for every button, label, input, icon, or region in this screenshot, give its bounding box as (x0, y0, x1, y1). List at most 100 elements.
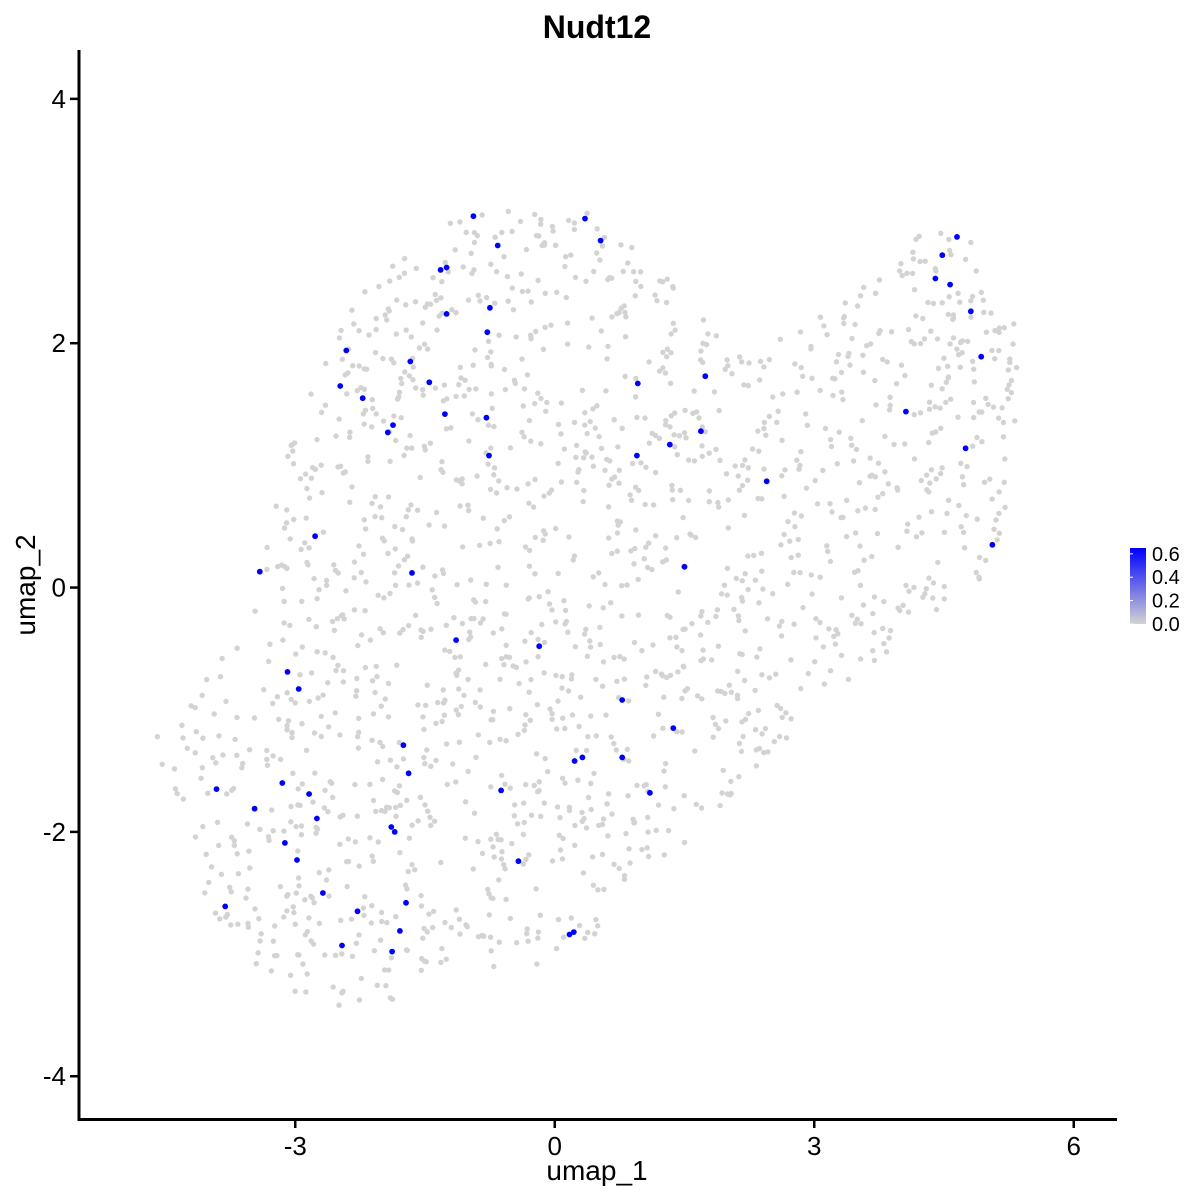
background-cell-point (910, 249, 916, 255)
background-cell-point (386, 967, 392, 973)
background-cell-point (372, 494, 378, 500)
expressing-cell-point (312, 533, 318, 540)
background-cell-point (947, 396, 954, 402)
background-cell-point (698, 348, 704, 354)
background-cell-point (917, 340, 924, 347)
expressing-cell-point (294, 857, 300, 863)
background-cell-point (392, 546, 398, 552)
background-cell-point (270, 828, 276, 834)
background-cell-point (434, 327, 440, 333)
background-cell-point (542, 755, 548, 762)
background-cell-point (620, 268, 626, 275)
background-cell-point (875, 494, 881, 500)
background-cell-point (611, 740, 617, 747)
background-cell-point (971, 414, 977, 421)
background-cell-point (171, 766, 178, 772)
expressing-cell-point (320, 890, 326, 896)
background-cell-point (700, 317, 707, 323)
background-cell-point (568, 915, 574, 921)
background-cell-point (759, 731, 765, 737)
background-cell-point (309, 895, 315, 901)
background-cell-point (754, 654, 760, 660)
background-cell-point (510, 307, 517, 313)
background-cell-point (871, 629, 877, 636)
background-cell-point (338, 917, 344, 923)
background-cell-point (745, 586, 751, 593)
background-cell-point (933, 606, 940, 613)
background-cell-point (619, 583, 625, 589)
background-cell-point (362, 289, 368, 295)
expressing-cell-point (443, 311, 450, 317)
background-cell-point (401, 452, 407, 459)
expressing-cell-point (389, 948, 395, 955)
background-cell-point (938, 230, 944, 236)
background-cell-point (553, 672, 559, 679)
background-cell-point (916, 233, 922, 239)
background-cell-point (677, 487, 684, 493)
background-cell-point (566, 534, 572, 540)
background-cell-point (441, 382, 448, 388)
background-cell-point (442, 647, 448, 653)
background-cell-point (374, 673, 380, 680)
background-cell-point (220, 752, 226, 758)
background-cell-point (599, 821, 606, 828)
background-cell-point (293, 651, 299, 657)
background-cell-point (611, 861, 617, 867)
background-cell-point (492, 300, 498, 306)
background-cell-point (537, 912, 543, 918)
background-cell-point (526, 547, 533, 554)
background-cell-point (891, 441, 897, 448)
background-cell-point (412, 867, 418, 873)
background-cell-point (583, 747, 590, 754)
background-cell-point (728, 790, 734, 797)
background-cell-point (454, 672, 460, 678)
background-cell-point (394, 396, 401, 402)
background-cell-point (325, 680, 331, 686)
background-cell-point (589, 854, 596, 860)
background-cell-point (573, 747, 579, 753)
background-cell-point (593, 916, 599, 923)
background-cell-point (356, 729, 362, 735)
background-cell-point (336, 416, 342, 422)
background-cell-point (618, 242, 624, 248)
background-cell-point (562, 263, 568, 270)
background-cell-point (428, 763, 434, 769)
background-cell-point (913, 534, 920, 540)
background-cell-point (649, 566, 655, 573)
background-cell-point (779, 473, 785, 479)
background-cell-point (858, 621, 864, 627)
background-cell-point (391, 413, 397, 419)
background-cell-point (336, 335, 343, 341)
background-cell-point (535, 390, 541, 396)
background-cell-point (291, 516, 297, 523)
background-cell-point (539, 621, 545, 628)
background-cell-point (729, 371, 735, 377)
background-cell-point (756, 745, 763, 752)
background-cell-point (945, 497, 952, 503)
background-cell-point (992, 356, 998, 362)
background-cell-point (287, 536, 293, 542)
background-cell-point (881, 598, 887, 605)
background-cell-point (728, 689, 734, 695)
background-cell-point (724, 592, 730, 598)
background-cell-point (311, 575, 317, 582)
background-cell-point (911, 456, 918, 462)
background-cell-point (330, 654, 336, 661)
background-cell-point (534, 702, 541, 708)
background-cell-point (192, 834, 199, 840)
background-cell-point (546, 601, 553, 607)
background-cell-point (905, 521, 911, 527)
background-cell-point (285, 718, 292, 724)
background-cell-point (210, 755, 216, 761)
background-cell-point (740, 733, 746, 740)
background-cell-point (626, 698, 632, 704)
background-cell-point (628, 548, 634, 554)
background-cell-point (540, 346, 547, 352)
background-cell-point (674, 644, 680, 650)
background-cell-point (308, 670, 315, 676)
background-cell-point (532, 571, 538, 577)
background-cell-point (375, 592, 381, 598)
background-cell-point (299, 721, 305, 727)
background-cell-point (559, 775, 566, 781)
background-cell-point (586, 603, 592, 609)
